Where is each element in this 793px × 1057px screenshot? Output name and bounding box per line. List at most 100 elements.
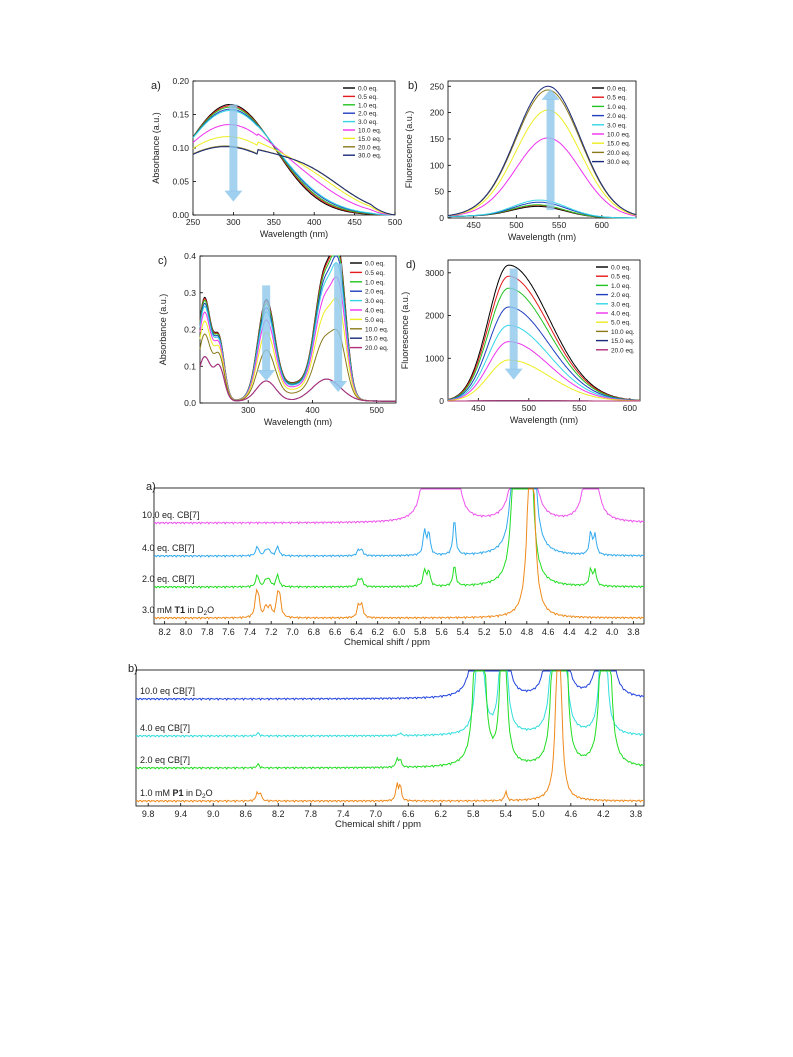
y-tick-label: 2000 [425, 311, 444, 321]
trace-label-part: 2 [202, 793, 206, 800]
x-tick-label: 6.4 [350, 627, 363, 637]
x-tick-label: 6.6 [329, 627, 342, 637]
x-tick-label: 400 [305, 405, 319, 415]
legend-label: 1.0 eq. [365, 279, 385, 286]
x-tick-label: 9.0 [207, 809, 220, 819]
trend-arrowhead [504, 368, 523, 380]
series-line [447, 199, 636, 219]
x-tick-label: 550 [552, 220, 566, 230]
legend-label: 20.0 eq. [358, 144, 382, 151]
y-tick-label: 0.2 [184, 325, 196, 335]
x-tick-label: 6.2 [435, 809, 448, 819]
x-tick-label: 3.8 [627, 627, 640, 637]
x-tick-label: 6.8 [308, 627, 321, 637]
series-line [447, 306, 640, 401]
series-line [447, 205, 636, 219]
legend-label: 15.0 eq. [611, 338, 635, 345]
x-tick-label: 5.6 [435, 627, 448, 637]
trace-label: 2.0 eq. CB[7] [142, 574, 195, 584]
x-tick-label: 7.6 [222, 627, 235, 637]
x-tick-label: 6.6 [402, 809, 415, 819]
y-tick-label: 0.05 [172, 177, 189, 187]
panel-label: b) [128, 663, 138, 675]
y-axis-label: Fluorescence (a.u.) [400, 292, 410, 370]
x-tick-label: 8.0 [180, 627, 193, 637]
legend-label: 4.0 eq. [365, 308, 385, 315]
legend-label: 4.0 eq. [611, 311, 631, 318]
x-tick-label: 4.6 [565, 809, 578, 819]
series-line [192, 110, 395, 216]
x-tick-label: 8.6 [239, 809, 252, 819]
trace-label: 4.0 eq. CB[7] [142, 543, 195, 553]
x-tick-label: 450 [348, 217, 362, 227]
x-tick-label: 500 [522, 403, 536, 413]
legend-label: 1.0 eq. [607, 104, 627, 111]
legend-label: 1.0 eq. [358, 102, 378, 109]
panel-3: 450 500 550 600 0 1000 2000 3000 Wavelength (nm)… [400, 259, 641, 425]
x-tick-label: 600 [623, 403, 637, 413]
x-axis-label: Wavelength (nm) [260, 229, 328, 239]
x-tick-label: 5.8 [467, 809, 480, 819]
x-tick-label: 4.2 [584, 627, 597, 637]
x-tick-label: 9.4 [174, 809, 187, 819]
legend-label: 20.0 eq. [607, 150, 631, 157]
x-tick-label: 7.8 [304, 809, 317, 819]
x-tick-label: 600 [595, 220, 609, 230]
legend-label: 15.0 eq. [365, 336, 389, 343]
trend-arrowhead [541, 88, 560, 100]
series-line [448, 359, 640, 402]
legend-label: 0.5 eq. [365, 270, 385, 277]
x-tick-label: 7.4 [244, 627, 257, 637]
trace-label: 1.0 mM P1 in D2O [140, 788, 213, 800]
panel-label: c) [158, 255, 167, 267]
legend-label: 15.0 eq. [607, 141, 631, 148]
nmr-trace [153, 488, 644, 525]
legend-label: 10.0 eq. [611, 329, 635, 336]
x-axis-label: Wavelength (nm) [264, 417, 332, 427]
series-line [192, 146, 396, 216]
y-tick-label: 3000 [425, 268, 444, 278]
x-tick-label: 5.8 [414, 627, 427, 637]
x-tick-label: 350 [267, 217, 281, 227]
x-tick-label: 450 [467, 220, 481, 230]
y-tick-label: 0.4 [184, 251, 196, 261]
trace-label-part: O [207, 605, 214, 615]
x-tick-label: 300 [241, 405, 255, 415]
x-axis-label: Chemical shift / ppm [335, 819, 421, 830]
y-tick-label: 250 [430, 81, 444, 91]
trace-label-part: T1 [175, 605, 186, 615]
y-tick-label: 0.10 [172, 143, 189, 153]
panel-label: a) [146, 481, 156, 493]
trace-label-part: P1 [173, 788, 184, 798]
legend-label: 2.0 eq. [611, 292, 631, 299]
x-tick-label: 4.2 [597, 809, 610, 819]
x-tick-label: 7.8 [201, 627, 214, 637]
legend-label: 2.0 eq. [365, 289, 385, 296]
y-tick-label: 0 [439, 396, 444, 406]
legend-label: 30.0 eq. [607, 159, 631, 166]
legend-label: 3.0 eq. [611, 301, 631, 308]
nmr-trace [153, 488, 645, 620]
y-tick-label: 200 [430, 108, 444, 118]
x-tick-label: 5.0 [499, 627, 512, 637]
nmr-panel-5: 9.8 9.4 9.0 8.6 8.2 7.8 7.4 7.0 6.6 6.2 5.8 5.4 5.0 4… [128, 663, 645, 830]
trace-label: 2.0 eq CB[7] [140, 755, 190, 765]
trace-label: 10.0 eq. CB[7] [142, 510, 200, 520]
y-tick-label: 0 [439, 213, 444, 223]
trace-label: 3.0 mM T1 in D2O [142, 605, 214, 617]
panel-label: b) [408, 80, 418, 92]
series-line [447, 137, 637, 217]
series-line [199, 356, 396, 402]
trace-label: 4.0 eq CB[7] [140, 723, 190, 733]
legend-label: 0.0 eq. [611, 265, 631, 272]
x-tick-label: 4.4 [563, 627, 576, 637]
y-tick-label: 0.1 [184, 361, 196, 371]
y-tick-label: 0.3 [184, 288, 196, 298]
legend-label: 5.0 eq. [611, 320, 631, 327]
series-line [447, 275, 641, 401]
x-tick-label: 450 [471, 403, 485, 413]
panel-1: 450 500 550 600 0 50 100 150 200 250 Wavelength (n… [404, 80, 637, 242]
x-tick-label: 550 [572, 403, 586, 413]
y-tick-label: 0.0 [184, 398, 196, 408]
legend-label: 20.0 eq. [611, 347, 635, 354]
